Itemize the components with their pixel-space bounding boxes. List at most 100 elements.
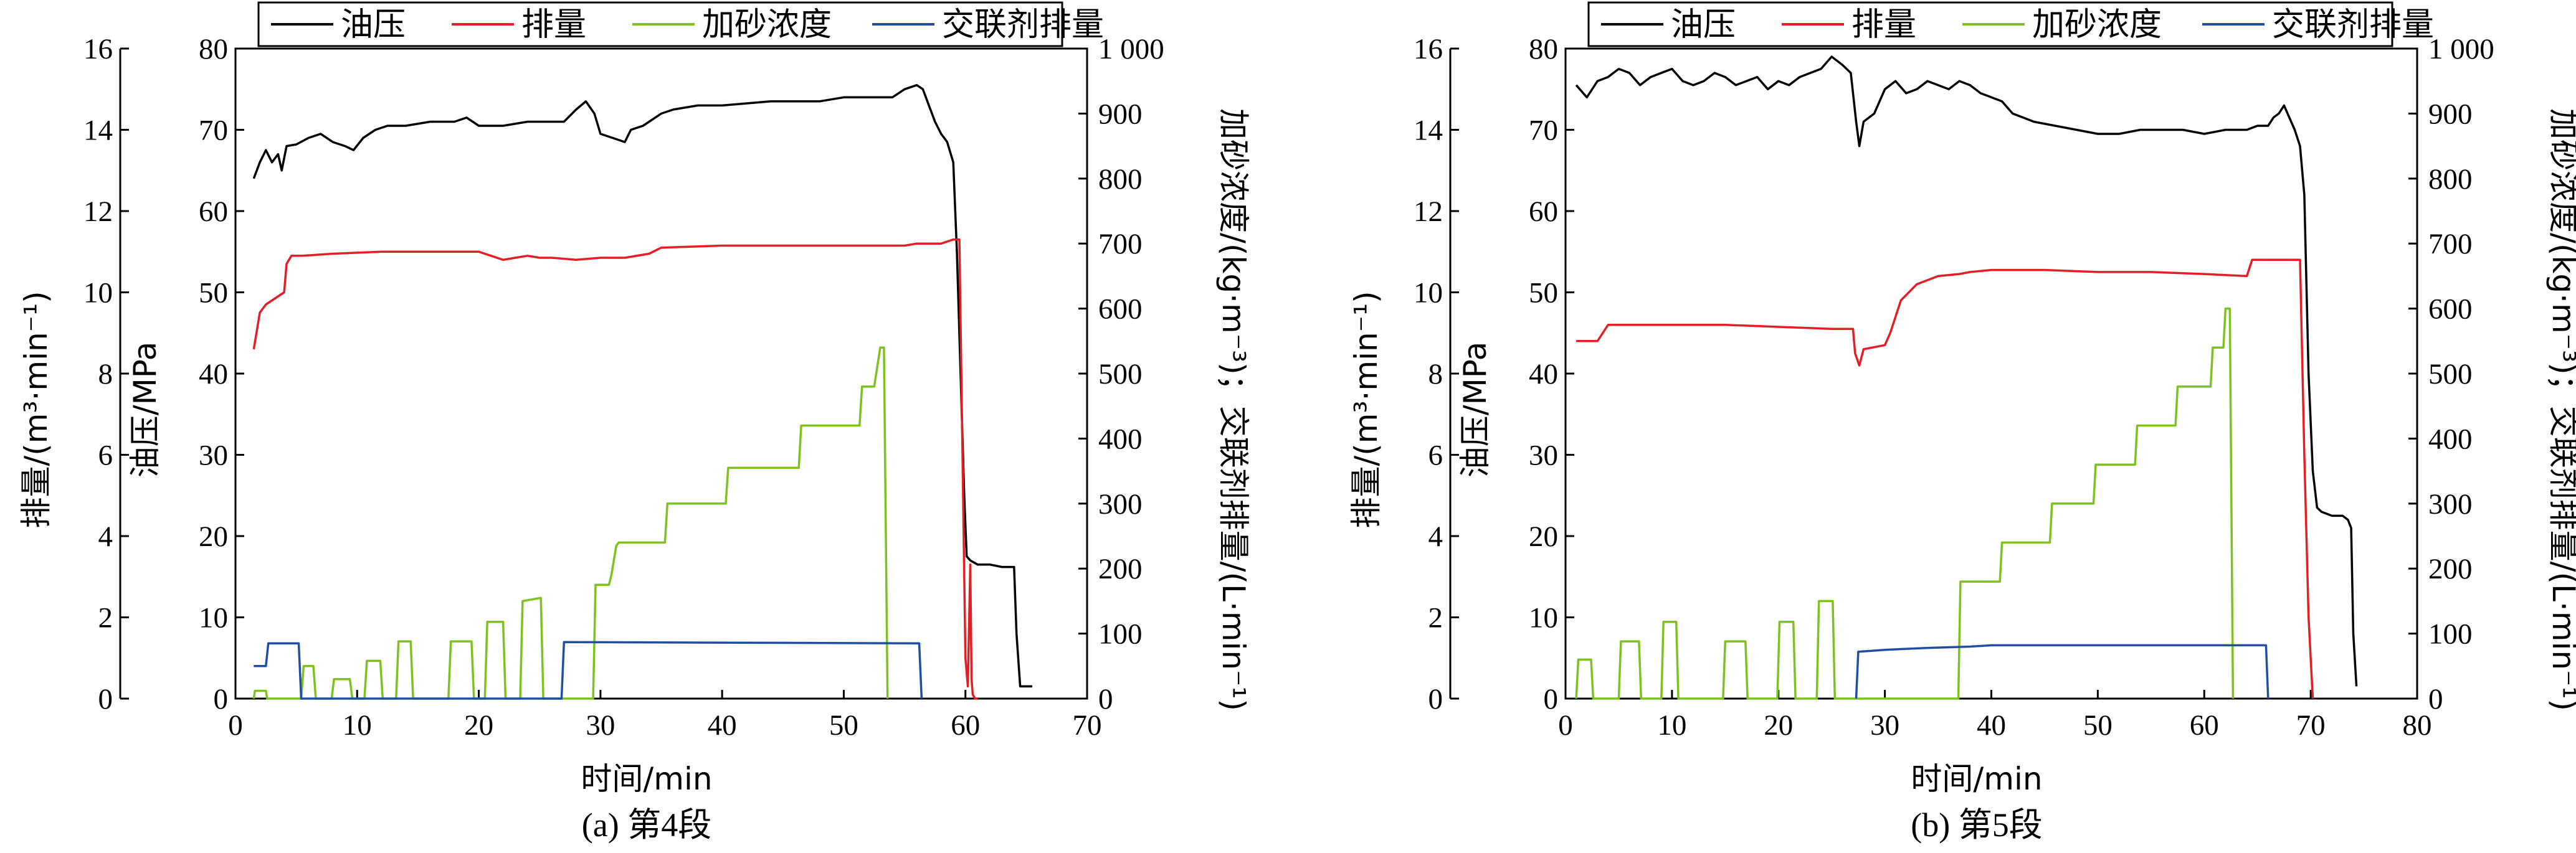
- right-tick-label: 900: [1098, 98, 1143, 130]
- ylabel-rate: 排量/(m³·min⁻¹): [18, 291, 54, 528]
- rate-tick-label: 6: [1428, 440, 1443, 472]
- x-tick-label: 40: [708, 709, 737, 742]
- right-tick-label: 600: [1098, 293, 1143, 326]
- oil-tick-label: 70: [199, 115, 228, 147]
- x-tick-label: 60: [951, 709, 980, 742]
- right-tick-label: 800: [2428, 163, 2473, 196]
- x-tick-label: 0: [228, 709, 243, 742]
- ylabel-right: 加砂浓度/(kg·m⁻³)；交联剂排量/(L·min⁻¹): [2545, 108, 2576, 711]
- right-tick-label: 700: [2428, 228, 2473, 260]
- rate-tick-label: 8: [98, 358, 113, 390]
- caption: (a) 第4段: [582, 806, 711, 844]
- x-tick-label: 50: [2083, 709, 2113, 742]
- series-line-xl: [254, 641, 923, 700]
- x-tick-label: 60: [2190, 709, 2219, 742]
- right-tick-label: 700: [1098, 228, 1143, 260]
- right-tick-label: 300: [1098, 488, 1143, 521]
- right-tick-label: 100: [1098, 618, 1143, 651]
- rate-tick-label: 0: [98, 683, 113, 715]
- right-tick-label: 300: [2428, 488, 2473, 521]
- x-tick-label: 40: [1977, 709, 2006, 742]
- oil-tick-label: 20: [199, 521, 228, 553]
- ylabel-oil: 油压/MPa: [1457, 342, 1493, 478]
- rate-tick-label: 14: [1414, 115, 1443, 147]
- oil-tick-label: 10: [199, 602, 228, 634]
- rate-tick-label: 10: [1414, 277, 1443, 309]
- series-line-sand: [1575, 307, 2235, 700]
- oil-tick-label: 50: [1529, 277, 1558, 309]
- right-tick-label: 400: [1098, 423, 1143, 455]
- oil-tick-label: 0: [1544, 683, 1559, 715]
- rate-tick-label: 14: [83, 115, 113, 147]
- xlabel: 时间/min: [1911, 761, 2042, 797]
- series-line-rate: [252, 238, 978, 700]
- ylabel-rate: 排量/(m³·min⁻¹): [1348, 291, 1384, 528]
- rate-tick-label: 4: [98, 521, 113, 553]
- oil-tick-label: 30: [199, 440, 228, 472]
- rate-tick-label: 4: [1428, 521, 1443, 553]
- right-tick-label: 1 000: [2428, 33, 2494, 65]
- legend-label-sand: 加砂浓度: [2032, 6, 2162, 44]
- right-tick-label: 600: [2428, 293, 2473, 326]
- ylabel-right: 加砂浓度/(kg·m⁻³)；交联剂排量/(L·min⁻¹): [1215, 108, 1252, 711]
- x-tick-label: 30: [1870, 709, 1899, 742]
- series-line-xl: [1855, 644, 2269, 699]
- x-tick-label: 20: [1764, 709, 1793, 742]
- rate-tick-label: 12: [1414, 196, 1443, 228]
- right-tick-label: 900: [2428, 98, 2473, 130]
- x-tick-label: 50: [829, 709, 858, 742]
- oil-tick-label: 80: [1529, 33, 1558, 65]
- oil-tick-label: 60: [199, 196, 228, 228]
- caption: (b) 第5段: [1911, 806, 2042, 844]
- right-tick-label: 1 000: [1098, 33, 1164, 65]
- oil-tick-label: 0: [214, 683, 229, 715]
- legend: 油压 排量 加砂浓度 交联剂排量: [257, 1, 1104, 47]
- right-tick-label: 500: [1098, 358, 1143, 390]
- rate-tick-label: 2: [98, 602, 113, 634]
- right-tick-label: 200: [2428, 553, 2473, 585]
- legend-label-sand: 加砂浓度: [702, 6, 832, 44]
- oil-tick-label: 30: [1529, 440, 1558, 472]
- x-tick-label: 70: [1073, 709, 1102, 742]
- legend-label-rate: 排量: [521, 6, 586, 44]
- x-tick-label: 0: [1558, 709, 1573, 742]
- xlabel: 时间/min: [581, 761, 712, 797]
- right-tick-label: 800: [1098, 163, 1143, 196]
- x-tick-label: 10: [1657, 709, 1686, 742]
- oil-tick-label: 50: [199, 277, 228, 309]
- ylabel-oil: 油压/MPa: [127, 342, 163, 478]
- right-tick-label: 0: [1098, 683, 1113, 715]
- x-tick-label: 10: [343, 709, 372, 742]
- oil-tick-label: 70: [1529, 115, 1558, 147]
- legend-label-oil: 油压: [341, 6, 406, 44]
- x-tick-label: 80: [2403, 709, 2432, 742]
- legend-label-xl: 交联剂排量: [2272, 6, 2434, 44]
- oil-tick-label: 10: [1529, 602, 1558, 634]
- right-tick-label: 200: [1098, 553, 1143, 585]
- series-line-oil: [1575, 55, 2358, 687]
- oil-tick-label: 40: [199, 358, 228, 390]
- rate-tick-label: 16: [1414, 33, 1443, 65]
- series-line-rate: [1576, 258, 2314, 699]
- rate-tick-label: 12: [83, 196, 113, 228]
- oil-tick-label: 60: [1529, 196, 1558, 228]
- legend-label-xl: 交联剂排量: [942, 6, 1104, 44]
- right-tick-label: 400: [2428, 423, 2473, 455]
- x-tick-label: 20: [464, 709, 493, 742]
- rate-tick-label: 16: [83, 33, 113, 65]
- rate-tick-label: 0: [1428, 683, 1443, 715]
- x-tick-label: 70: [2296, 709, 2326, 742]
- x-tick-label: 30: [586, 709, 615, 742]
- chart-panel-a: 排量/(m³·min⁻¹) 油压/MPa 加砂浓度/(kg·m⁻³)；交联剂排量…: [18, 1, 1252, 844]
- oil-tick-label: 80: [199, 33, 228, 65]
- right-tick-label: 500: [2428, 358, 2473, 390]
- legend: 油压 排量 加砂浓度 交联剂排量: [1587, 1, 2434, 47]
- right-tick-label: 100: [2428, 618, 2473, 651]
- chart-panel-b: 排量/(m³·min⁻¹) 油压/MPa 加砂浓度/(kg·m⁻³)；交联剂排量…: [1348, 1, 2576, 844]
- legend-label-rate: 排量: [1851, 6, 1916, 44]
- rate-tick-label: 6: [98, 440, 113, 472]
- rate-tick-label: 8: [1428, 358, 1443, 390]
- oil-tick-label: 40: [1529, 358, 1558, 390]
- rate-tick-label: 2: [1428, 602, 1443, 634]
